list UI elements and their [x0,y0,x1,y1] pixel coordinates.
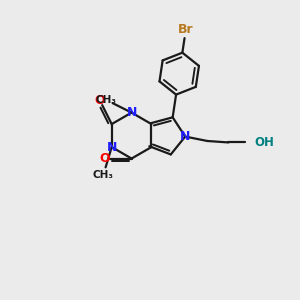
Text: N: N [180,130,190,143]
Text: OH: OH [254,136,274,149]
Text: Br: Br [178,23,194,37]
Text: O: O [94,94,105,107]
Text: N: N [126,106,137,119]
Text: N: N [106,141,117,154]
Text: O: O [99,152,110,165]
Text: CH₃: CH₃ [93,170,114,180]
Text: CH₃: CH₃ [95,95,116,105]
